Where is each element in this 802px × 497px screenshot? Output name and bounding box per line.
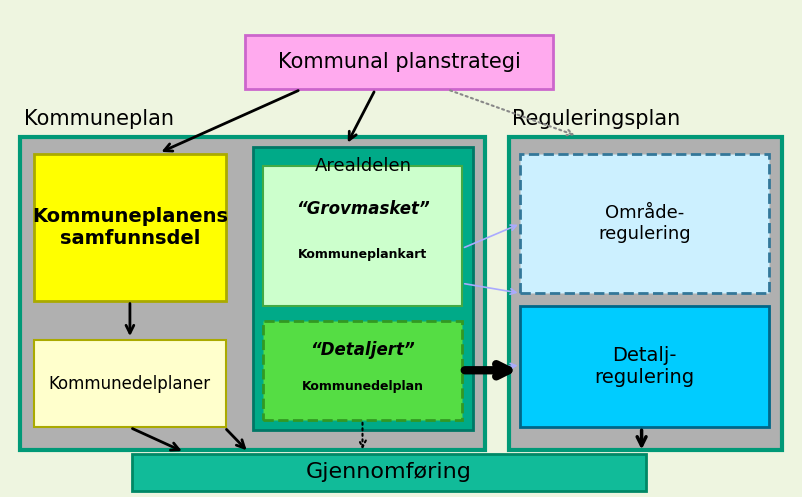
- Text: Kommuneplan: Kommuneplan: [24, 109, 174, 129]
- Text: “Grovmasket”: “Grovmasket”: [296, 200, 429, 218]
- Bar: [520, 306, 769, 427]
- Bar: [263, 166, 462, 306]
- Bar: [253, 147, 473, 430]
- Bar: [34, 340, 226, 427]
- Bar: [509, 137, 782, 450]
- Text: “Detaljert”: “Detaljert”: [310, 341, 415, 359]
- Text: Kommunedelplan: Kommunedelplan: [302, 380, 423, 393]
- Bar: [20, 137, 485, 450]
- Text: Kommuneplankart: Kommuneplankart: [298, 248, 427, 261]
- Text: Reguleringsplan: Reguleringsplan: [512, 109, 680, 129]
- Bar: [132, 454, 646, 491]
- Bar: [520, 154, 769, 293]
- Bar: [34, 154, 226, 301]
- Bar: [245, 35, 553, 89]
- Text: Arealdelen: Arealdelen: [314, 157, 411, 174]
- Text: Kommuneplanens
samfunnsdel: Kommuneplanens samfunnsdel: [32, 207, 228, 248]
- Text: Detalj-
regulering: Detalj- regulering: [595, 346, 695, 387]
- Text: Område-
regulering: Område- regulering: [598, 204, 691, 243]
- Text: Kommunal planstrategi: Kommunal planstrategi: [277, 52, 520, 72]
- Text: Gjennomføring: Gjennomføring: [306, 462, 472, 483]
- Bar: [263, 321, 462, 420]
- Text: Kommunedelplaner: Kommunedelplaner: [49, 375, 211, 393]
